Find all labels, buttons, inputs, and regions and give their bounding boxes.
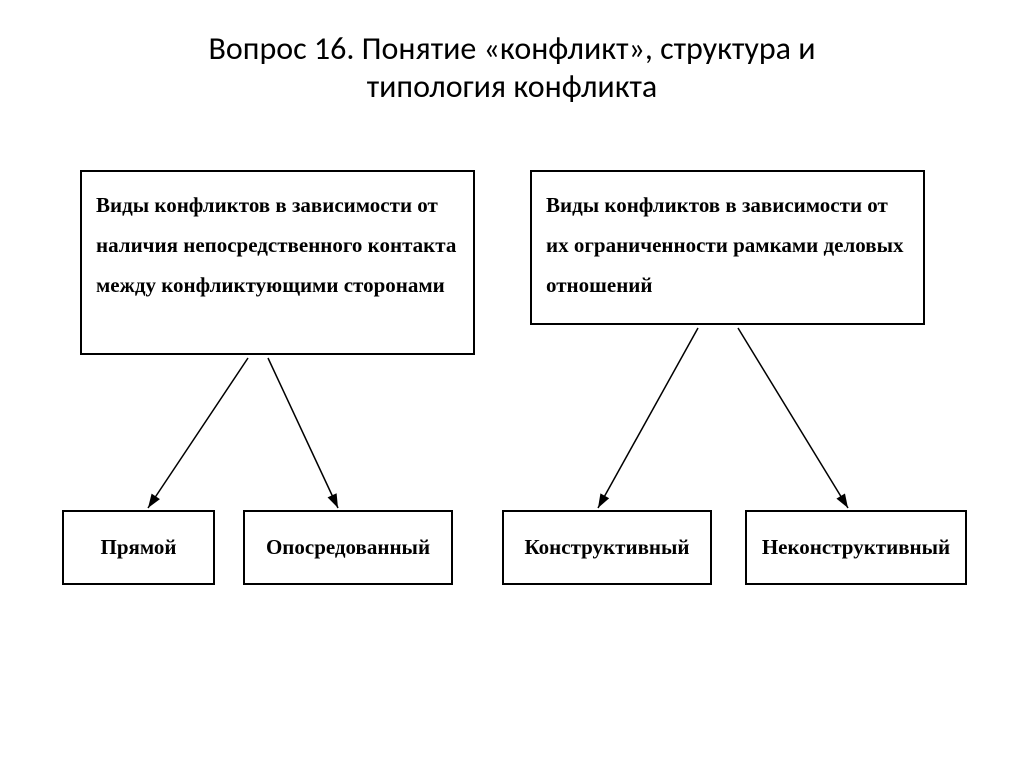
diagram-arrows — [0, 0, 1024, 767]
title-line-1: Вопрос 16. Понятие «конфликт», структура… — [209, 29, 816, 68]
node-label: Виды конфликтов в зависимости от их огра… — [546, 193, 903, 297]
diagram-leaf-node: Прямой — [62, 510, 215, 585]
slide-root: Вопрос 16. Понятие «конфликт», структура… — [0, 0, 1024, 767]
slide-title: Вопрос 16. Понятие «конфликт», структура… — [0, 30, 1024, 107]
diagram-parent-node: Виды конфликтов в зависимости от наличия… — [80, 170, 475, 355]
diagram-leaf-node: Неконструктивный — [745, 510, 967, 585]
node-label: Прямой — [100, 528, 176, 568]
title-line-2: типология конфликта — [367, 67, 658, 106]
diagram-parent-node: Виды конфликтов в зависимости от их огра… — [530, 170, 925, 325]
diagram-leaf-node: Опосредованный — [243, 510, 453, 585]
node-label: Виды конфликтов в зависимости от наличия… — [96, 193, 456, 297]
node-label: Неконструктивный — [762, 528, 950, 568]
node-label: Конструктивный — [524, 528, 689, 568]
diagram-leaf-node: Конструктивный — [502, 510, 712, 585]
node-label: Опосредованный — [266, 528, 430, 568]
